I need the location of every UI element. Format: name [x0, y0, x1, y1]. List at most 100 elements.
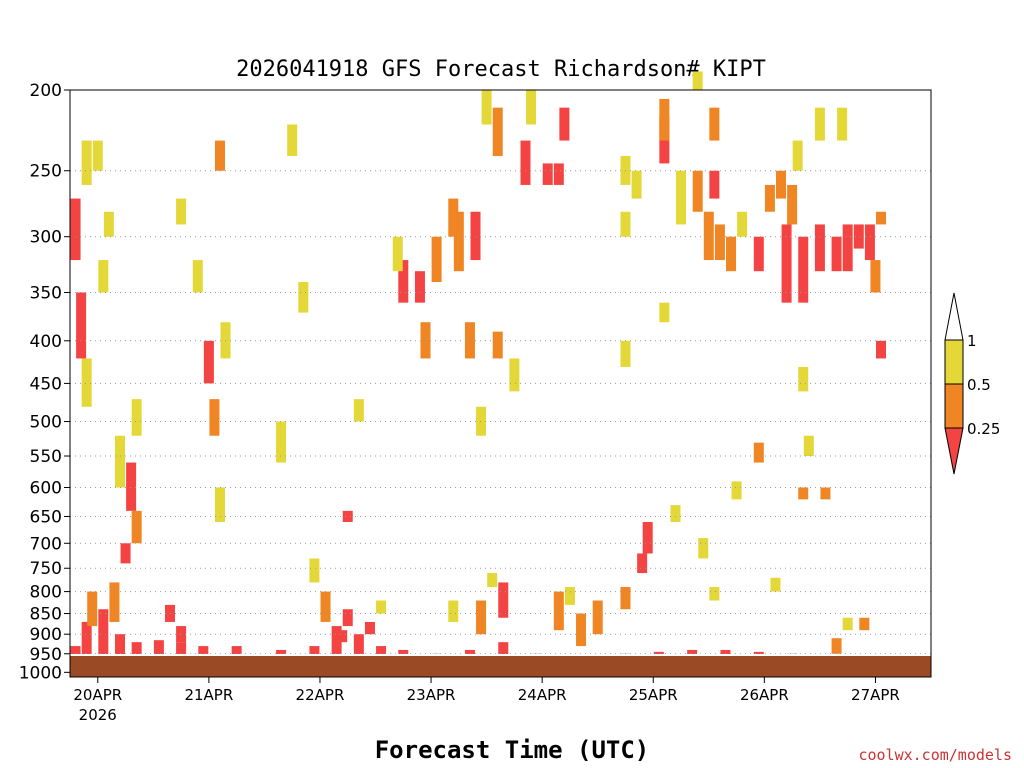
- heatmap-cell: [331, 626, 342, 662]
- colorbar-level-label: 1: [967, 332, 977, 350]
- heatmap-cell: [559, 107, 570, 141]
- heatmap-cell: [287, 124, 298, 156]
- heatmap-cell: [470, 211, 481, 261]
- heatmap-cell: [553, 591, 564, 631]
- heatmap-cell: [364, 621, 375, 635]
- y-tick-label: 950: [30, 645, 62, 665]
- y-tick-label: 550: [30, 447, 62, 467]
- heatmap-cell: [498, 582, 509, 618]
- heatmap-cell: [876, 340, 887, 359]
- colorbar-legend: 1 0.5 0.25: [944, 292, 1000, 475]
- heatmap-cell: [798, 366, 809, 392]
- heatmap-cell: [203, 340, 214, 384]
- heatmap-cell: [798, 487, 809, 500]
- y-tick-label: 250: [30, 162, 62, 182]
- heatmap-cell: [542, 163, 553, 185]
- y-tick-label: 650: [30, 507, 62, 527]
- heatmap-cell: [164, 604, 175, 622]
- heatmap-cell: [309, 558, 320, 583]
- y-tick-label: 400: [30, 332, 62, 352]
- heatmap-cell: [298, 281, 309, 313]
- colorbar-bottom-arrow: [944, 427, 964, 475]
- heatmap-cell: [70, 198, 81, 261]
- heatmap-cell: [376, 600, 387, 614]
- heatmap-cell: [481, 90, 492, 125]
- heatmap-cell: [109, 582, 120, 622]
- heatmap-cell: [781, 224, 792, 303]
- chart-title: 2026041918 GFS Forecast Richardson# KIPT: [236, 57, 766, 82]
- heatmap-cell: [837, 107, 848, 141]
- y-tick-label: 850: [30, 605, 62, 625]
- heatmap-cell: [492, 331, 503, 359]
- heatmap-cell: [192, 260, 203, 293]
- heatmap-cell: [792, 140, 803, 171]
- x-axis-label: Forecast Time (UTC): [375, 736, 650, 764]
- heatmap-cell: [92, 140, 103, 171]
- heatmap-cell: [620, 211, 631, 237]
- heatmap-cell: [814, 224, 825, 272]
- y-tick-label: 600: [30, 478, 62, 498]
- heatmap-cell: [342, 609, 353, 627]
- heatmap-cell: [842, 617, 853, 631]
- heatmap-cell: [798, 236, 809, 303]
- heatmap-cell: [81, 358, 92, 407]
- heatmap-cells: [70, 71, 920, 673]
- colorbar-top-arrow: [944, 292, 964, 341]
- heatmap-cell: [431, 236, 442, 282]
- heatmap-cell: [176, 626, 187, 643]
- heatmap-cell: [103, 211, 114, 237]
- heatmap-cell: [659, 302, 670, 323]
- heatmap-cell: [709, 587, 720, 601]
- heatmap-cell: [526, 90, 537, 125]
- heatmap-cell: [476, 600, 487, 635]
- heatmap-cell: [864, 224, 875, 261]
- colorbar-swatch-yellow: [944, 339, 964, 385]
- heatmap-cell: [337, 630, 348, 643]
- heatmap-cell: [276, 421, 287, 463]
- x-axis: 20APR 21APR 22APR 23APR 24APR 25APR 26APR 27APR…: [73, 677, 900, 724]
- heatmap-cell: [831, 638, 842, 654]
- heatmap-cell: [76, 292, 87, 359]
- heatmap-cell: [870, 260, 881, 293]
- y-tick-label: 500: [30, 413, 62, 433]
- heatmap-cell: [487, 573, 498, 588]
- heatmap-cell: [320, 591, 331, 622]
- x-tick-label: 24APR: [518, 686, 567, 704]
- y-tick-label: 350: [30, 283, 62, 303]
- heatmap-cell: [803, 435, 814, 457]
- y-tick-label: 800: [30, 583, 62, 603]
- heatmap-cell: [98, 260, 109, 293]
- heatmap-cell: [553, 163, 564, 185]
- heatmap-cell: [353, 634, 364, 658]
- heatmap-cell: [564, 587, 575, 605]
- heatmap-cell: [859, 617, 870, 631]
- heatmap-cell: [214, 140, 225, 171]
- x-tick-label: 27APR: [851, 686, 900, 704]
- heatmap-cell: [770, 577, 781, 592]
- heatmap-cell: [81, 621, 92, 673]
- heatmap-cell: [509, 358, 520, 392]
- heatmap-cell: [176, 198, 187, 225]
- heatmap-cell: [520, 140, 531, 185]
- heatmap-cell: [214, 487, 225, 522]
- heatmap-cell: [737, 211, 748, 237]
- heatmap-cell: [842, 224, 853, 272]
- y-axis: 200 250 300 350 400 450 500 550 600 650 700 750 8008…: [19, 81, 70, 683]
- heatmap-cell: [620, 587, 631, 610]
- x-tick-label: 26APR: [740, 686, 789, 704]
- heatmap-cell: [642, 521, 653, 554]
- heatmap-cell: [120, 543, 131, 564]
- heatmap-cell: [620, 340, 631, 367]
- y-tick-label: 200: [30, 81, 62, 101]
- heatmap-cell: [709, 170, 720, 199]
- heatmap-cell: [831, 236, 842, 272]
- heatmap-cell: [453, 211, 464, 272]
- heatmap-cell: [398, 260, 409, 303]
- y-tick-label: 450: [30, 374, 62, 394]
- credit-link[interactable]: coolwx.com/models: [858, 746, 1012, 764]
- heatmap-cell: [414, 271, 425, 303]
- x-tick-label: 25APR: [629, 686, 678, 704]
- heatmap-cell: [676, 170, 687, 225]
- colorbar-level-label: 0.25: [967, 420, 1000, 438]
- heatmap-cell: [709, 107, 720, 141]
